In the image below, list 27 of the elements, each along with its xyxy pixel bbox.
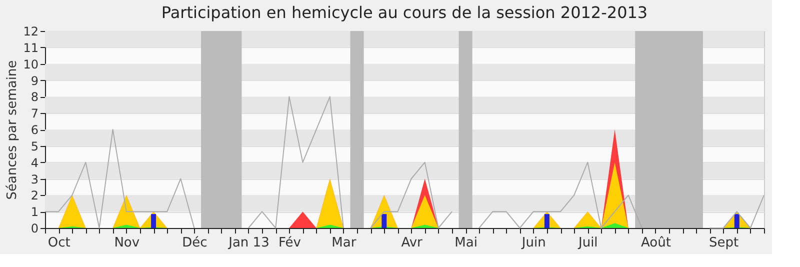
y-tick-label: 0 [30,222,38,236]
x-tick-label: Oct [48,236,70,250]
y-tick-label: 8 [30,90,38,104]
y-tick-label: 6 [30,123,38,137]
x-tick-label: Jan 13 [228,236,270,250]
y-tick-label: 4 [30,156,38,170]
x-tick-label: Déc [182,236,208,250]
y-tick-label: 12 [23,24,38,38]
x-tick-label: Mai [454,236,478,250]
y-axis-title: Séances par semaine [5,60,20,200]
x-tick-label: Sept [708,236,739,250]
y-tick-label: 9 [30,74,38,88]
y-tick-label: 11 [23,40,38,55]
x-tick-label: Avr [401,236,424,250]
y-tick-label: 5 [30,139,38,154]
x-tick-label: Juil [577,236,598,250]
y-tick-label: 10 [23,57,38,72]
y-tick-label: 1 [30,205,38,220]
chart-title: Participation en hemicycle au cours de la session 2012-2013 [161,3,648,22]
x-tick-label: Août [640,236,671,250]
x-tick-label: Juin [520,236,546,250]
y-tick-label: 7 [30,106,38,121]
x-tick-label: Fév [278,236,302,250]
x-tick-label: Nov [114,236,140,250]
y-tick-label: 3 [30,172,38,186]
y-tick-label: 2 [30,188,38,203]
x-tick-label: Mar [332,236,357,250]
